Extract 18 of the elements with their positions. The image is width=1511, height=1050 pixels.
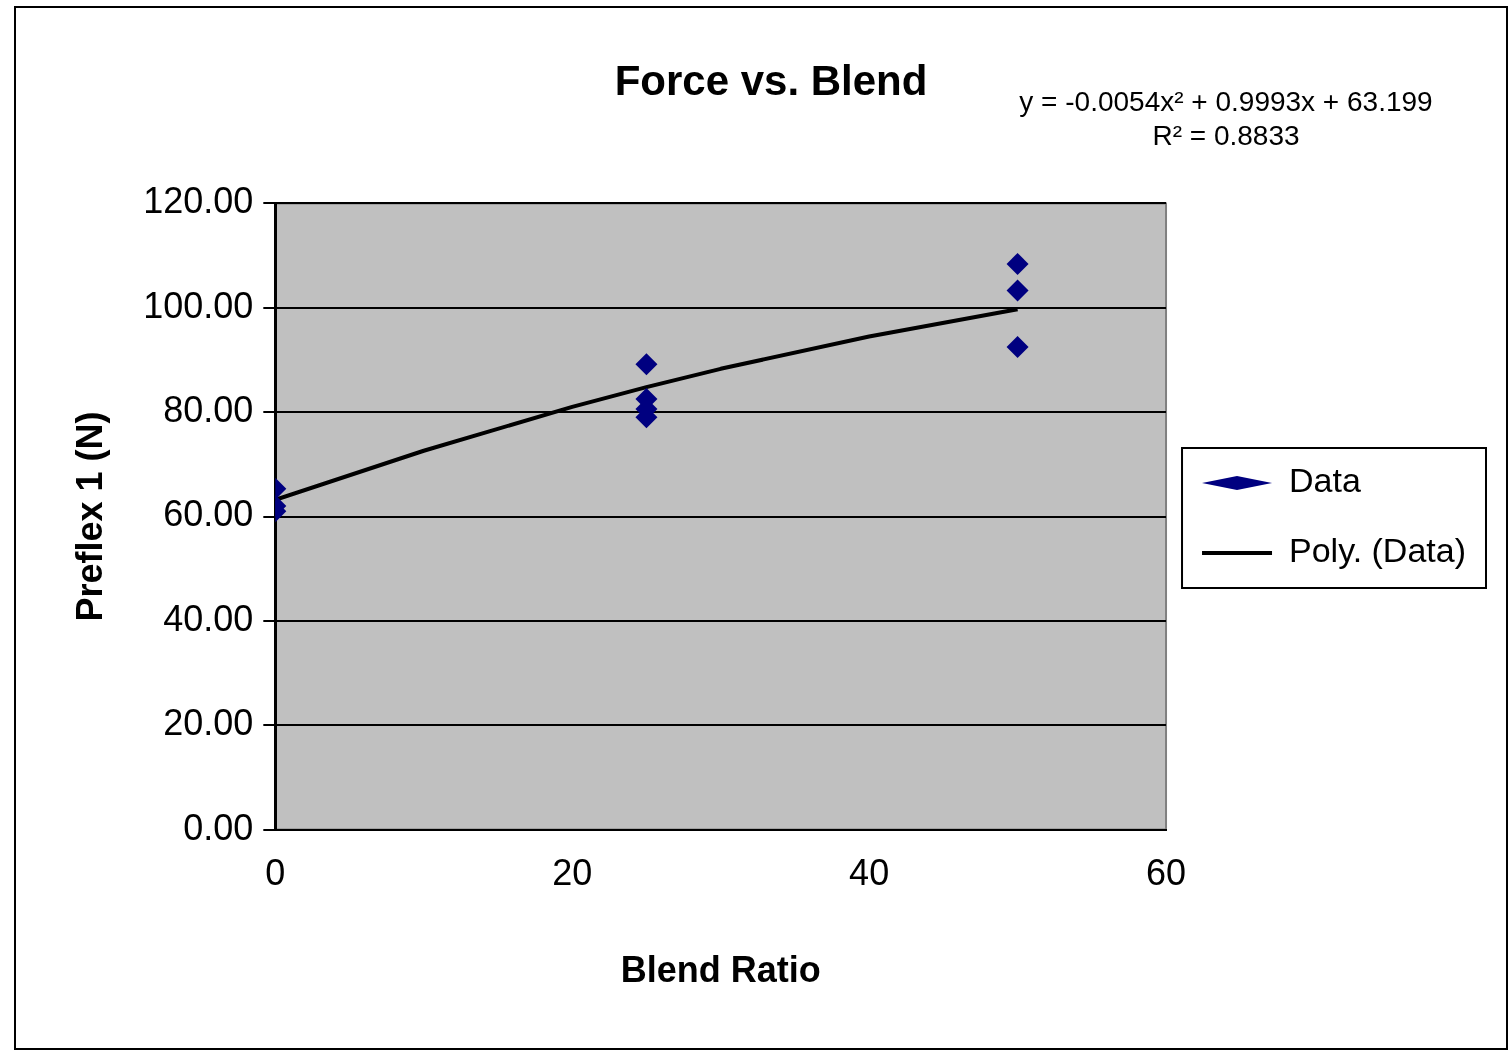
y-tick-label: 40.00 bbox=[163, 597, 254, 639]
y-tick-label: 100.00 bbox=[143, 284, 254, 326]
chart-title: Force vs. Blend bbox=[614, 56, 928, 104]
legend-label: Data bbox=[1289, 461, 1361, 500]
y-tick-label: 120.00 bbox=[143, 180, 254, 222]
x-tick-label: 0 bbox=[265, 852, 286, 894]
x-tick-label: 40 bbox=[849, 852, 890, 894]
y-tick-label: 20.00 bbox=[163, 702, 254, 744]
y-tick-label: 60.00 bbox=[163, 493, 254, 535]
x-axis-title: Blend Ratio bbox=[620, 949, 821, 991]
text: R² = 0.8833 bbox=[1152, 119, 1300, 151]
y-tick-label: 80.00 bbox=[163, 389, 254, 431]
x-tick-label: 20 bbox=[552, 852, 593, 894]
y-tick-label: 0.00 bbox=[183, 806, 254, 848]
y-axis-title: Preflex 1 (N) bbox=[68, 411, 110, 622]
x-tick-label: 60 bbox=[1146, 852, 1187, 894]
text: y = -0.0054x² + 0.9993x + 63.199 bbox=[1019, 85, 1433, 117]
legend-label: Poly. (Data) bbox=[1289, 531, 1467, 570]
